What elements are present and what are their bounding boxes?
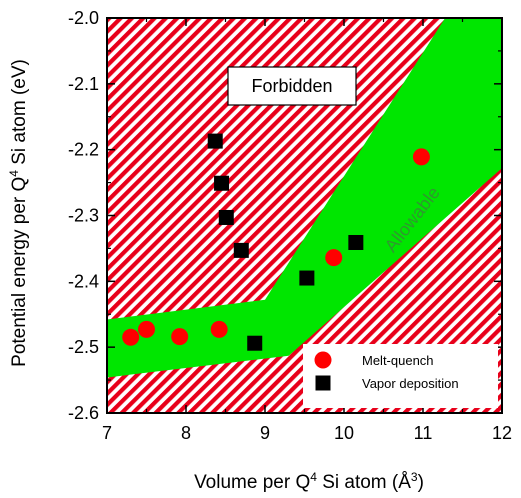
forbidden-box (227, 66, 357, 106)
vapor-deposition-point (233, 242, 249, 258)
melt-quench-point (122, 328, 140, 346)
y-tick-label: -2.6 (68, 403, 99, 423)
vapor-deposition-point (348, 234, 364, 250)
y-tick-label: -2.4 (68, 271, 99, 291)
data-points (122, 133, 430, 351)
x-tick-label: 9 (260, 423, 270, 443)
y-tick-label: -2.1 (68, 74, 99, 94)
forbidden-annotation: Forbidden (227, 66, 357, 106)
melt-quench-point (138, 320, 155, 338)
y-tick-label: -2.2 (68, 140, 99, 160)
vapor-deposition-point (214, 175, 230, 191)
melt-quench-point (412, 148, 430, 166)
vapor-deposition-point (247, 335, 263, 351)
x-tick-label: 7 (102, 423, 112, 443)
y-tick-label: -2.5 (68, 337, 99, 357)
melt-quench-point (171, 328, 189, 346)
legend-box (303, 344, 498, 408)
legend-marker-melt-quench (314, 351, 332, 369)
melt-quench-point (210, 320, 228, 338)
allowable-region (107, 18, 502, 378)
x-tick-label: 10 (334, 423, 354, 443)
vapor-deposition-point (299, 270, 315, 286)
axis-ticks: 7 8 9 10 11 12 -2.0 -2.1 -2.2 -2.3 -2.4 -2.5 -2.6 (68, 8, 512, 443)
y-tick-label: -2.0 (68, 8, 99, 28)
legend-label-vapor-deposition: Vapor deposition (362, 376, 459, 391)
vapor-deposition-point (218, 209, 234, 225)
x-tick-label: 8 (181, 423, 191, 443)
x-tick-label: 12 (492, 423, 512, 443)
x-axis-title: Volume per Q4 Si atom (Å3) (194, 470, 424, 493)
x-tick-label: 11 (414, 423, 433, 443)
legend: Melt-quench Vapor deposition (303, 344, 498, 408)
melt-quench-point (325, 249, 343, 267)
y-tick-label: -2.3 (68, 206, 99, 226)
legend-marker-vapor-deposition (315, 375, 331, 391)
legend-label-melt-quench: Melt-quench (362, 353, 434, 368)
forbidden-label: Forbidden (251, 76, 332, 96)
y-axis-title: Potential energy per Q4 Si atom (eV) (7, 59, 30, 367)
vapor-deposition-point (207, 133, 223, 149)
